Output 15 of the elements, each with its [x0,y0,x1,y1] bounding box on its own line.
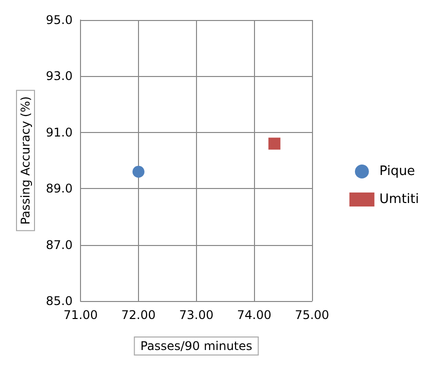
x-tick-label: 71.00 [63,308,98,322]
x-tick-label: 72.00 [121,308,156,322]
y-tick-label: 87.0 [46,238,73,252]
y-tick-label: 91.0 [46,125,73,140]
x-tick-label: 74.00 [236,308,272,322]
x-tick-label: 75.00 [294,308,330,322]
x-axis-title: Passes/90 minutes [140,339,252,353]
x-tick-label: 73.00 [179,308,214,322]
y-tick-label: 93.0 [46,69,73,84]
y-tick-label: 95.0 [46,13,73,27]
y-axis-title: Passing Accuracy (%) [18,96,32,225]
y-tick-label: 89.0 [46,182,73,196]
legend-label: Umtiti [379,192,420,207]
legend-label: Pique [379,164,416,179]
y-tick-label: 85.0 [46,294,73,308]
